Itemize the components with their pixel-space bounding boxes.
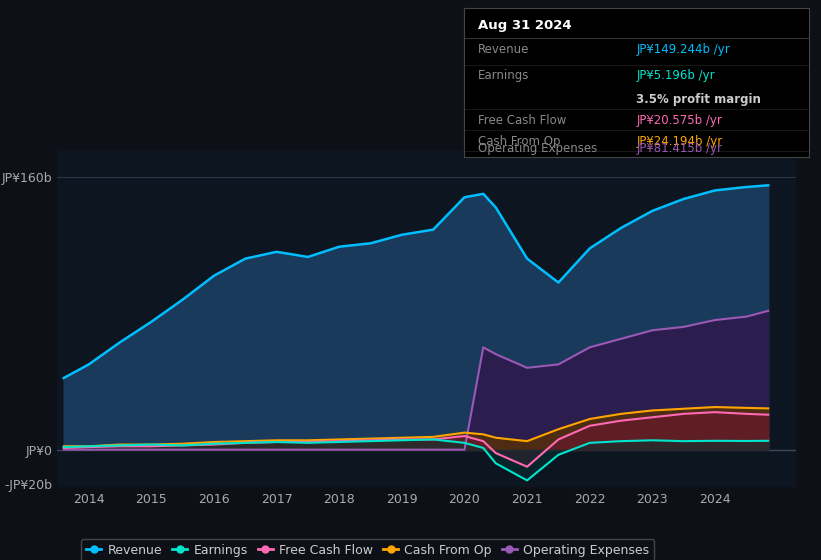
Text: Free Cash Flow: Free Cash Flow [478, 114, 566, 127]
Text: JP¥5.196b /yr: JP¥5.196b /yr [636, 69, 715, 82]
Text: JP¥81.415b /yr: JP¥81.415b /yr [636, 142, 722, 155]
Text: Cash From Op: Cash From Op [478, 134, 560, 147]
Text: Operating Expenses: Operating Expenses [478, 142, 597, 155]
Text: JP¥24.194b /yr: JP¥24.194b /yr [636, 134, 722, 147]
Text: 3.5% profit margin: 3.5% profit margin [636, 93, 761, 106]
Text: JP¥149.244b /yr: JP¥149.244b /yr [636, 43, 730, 55]
Text: Revenue: Revenue [478, 43, 529, 55]
Text: JP¥20.575b /yr: JP¥20.575b /yr [636, 114, 722, 127]
Text: Aug 31 2024: Aug 31 2024 [478, 19, 571, 32]
Legend: Revenue, Earnings, Free Cash Flow, Cash From Op, Operating Expenses: Revenue, Earnings, Free Cash Flow, Cash … [81, 539, 654, 560]
Text: Earnings: Earnings [478, 69, 529, 82]
